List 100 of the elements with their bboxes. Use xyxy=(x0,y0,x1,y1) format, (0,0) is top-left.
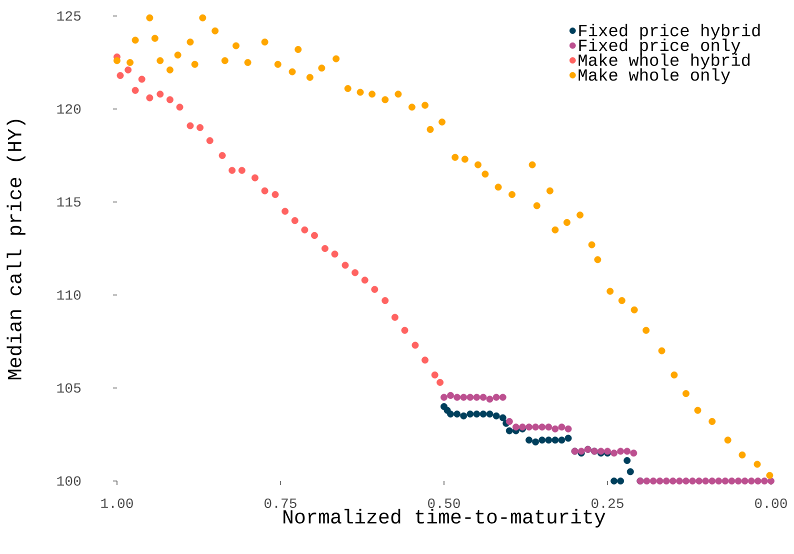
point xyxy=(272,191,279,198)
x-tick-label: 1.00 xyxy=(101,498,133,508)
point xyxy=(186,122,194,130)
point xyxy=(438,118,446,126)
point xyxy=(232,42,240,50)
point xyxy=(199,14,206,22)
point xyxy=(526,424,533,431)
point xyxy=(624,457,631,464)
point xyxy=(766,472,774,479)
legend-label: Fixed price only xyxy=(579,38,740,55)
point xyxy=(558,424,566,431)
x-tick-label: 0.75 xyxy=(264,498,296,508)
point xyxy=(151,34,158,42)
point xyxy=(454,410,461,418)
point xyxy=(146,14,154,22)
point xyxy=(361,276,368,284)
point xyxy=(546,187,554,194)
y-tick-label: 100 xyxy=(57,476,81,486)
point xyxy=(294,46,302,53)
point xyxy=(461,156,468,163)
point xyxy=(552,436,559,444)
point xyxy=(113,57,120,64)
point xyxy=(486,396,494,403)
point xyxy=(196,124,204,132)
point xyxy=(606,288,614,295)
point xyxy=(728,478,736,484)
point xyxy=(506,427,513,434)
point xyxy=(564,425,572,432)
point xyxy=(291,217,298,224)
point xyxy=(218,152,226,159)
point xyxy=(610,478,618,484)
point xyxy=(382,297,389,304)
x-axis-title: Normalized time-to-maturity xyxy=(284,508,606,528)
point xyxy=(552,226,559,234)
point xyxy=(356,88,364,96)
point xyxy=(282,208,289,215)
point xyxy=(138,76,146,83)
point xyxy=(576,212,584,219)
point xyxy=(722,478,729,484)
point xyxy=(452,154,459,161)
point xyxy=(499,414,506,422)
point xyxy=(526,436,533,444)
point xyxy=(321,244,328,252)
point xyxy=(630,450,638,457)
point xyxy=(422,356,429,364)
point xyxy=(545,424,552,431)
x-tick-label: 0.25 xyxy=(592,498,624,508)
point xyxy=(261,38,268,46)
point xyxy=(538,436,546,444)
point xyxy=(528,161,536,168)
y-tick-label: 110 xyxy=(57,290,81,300)
point xyxy=(331,250,338,258)
point xyxy=(228,166,236,174)
point xyxy=(186,38,194,46)
legend-label: Make whole only xyxy=(578,68,730,84)
point xyxy=(696,478,703,484)
point xyxy=(116,72,124,80)
point xyxy=(499,394,506,401)
point xyxy=(760,478,768,484)
point xyxy=(436,378,444,386)
point xyxy=(473,410,480,418)
point xyxy=(408,104,416,111)
point xyxy=(532,438,540,446)
point xyxy=(126,59,134,66)
point xyxy=(563,218,570,226)
y-tick-label: 120 xyxy=(57,104,81,114)
point xyxy=(288,68,296,76)
point xyxy=(670,371,678,378)
point xyxy=(473,394,480,401)
point xyxy=(594,256,602,264)
point xyxy=(261,187,268,194)
point xyxy=(512,424,520,431)
point xyxy=(454,394,461,401)
point xyxy=(426,126,434,133)
point xyxy=(391,314,398,321)
point xyxy=(447,410,454,418)
point xyxy=(676,478,683,484)
point xyxy=(545,436,552,444)
point xyxy=(306,74,314,81)
point xyxy=(191,60,198,68)
point xyxy=(702,478,710,484)
point xyxy=(251,174,258,182)
point xyxy=(460,394,468,401)
point xyxy=(474,161,482,168)
point xyxy=(724,436,732,444)
point xyxy=(708,418,716,425)
point xyxy=(311,232,318,239)
point xyxy=(492,394,500,401)
point xyxy=(741,478,748,484)
point xyxy=(212,27,219,34)
point xyxy=(156,90,164,98)
point xyxy=(174,52,182,59)
point xyxy=(694,406,702,414)
point xyxy=(166,66,174,74)
point xyxy=(401,326,408,334)
point xyxy=(715,478,722,484)
legend-label: Make whole hybrid xyxy=(578,53,750,70)
point xyxy=(422,102,429,109)
point xyxy=(132,36,139,44)
point xyxy=(352,269,359,276)
